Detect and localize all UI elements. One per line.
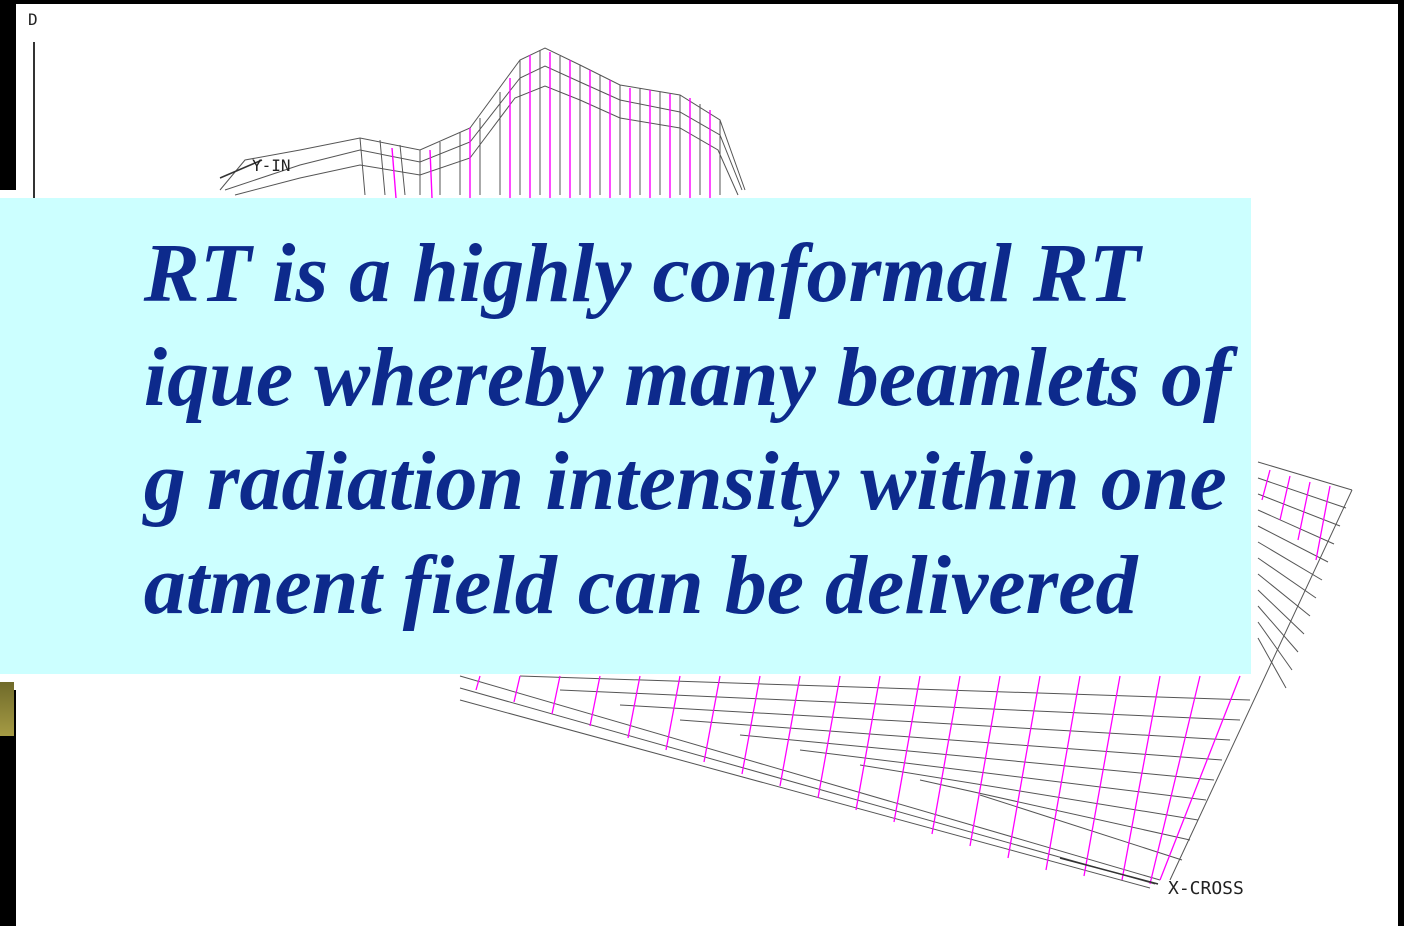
bottom-left-black-block bbox=[0, 890, 16, 926]
axis-d-label: D bbox=[28, 10, 38, 29]
dose-flat-grid-magenta bbox=[475, 469, 1331, 885]
dose-flat-grid-right bbox=[1169, 461, 1353, 881]
axis-y-in-label: Y-IN bbox=[252, 156, 291, 175]
definition-text: RT is a highly conformal RT ique whereby… bbox=[144, 222, 1231, 638]
x-axis-pointer bbox=[1059, 857, 1159, 885]
definition-line-3: g radiation intensity within one bbox=[143, 435, 1227, 528]
axis-x-cross-label: X-CROSS bbox=[1168, 878, 1244, 899]
definition-text-box: RT is a highly conformal RT ique whereby… bbox=[0, 198, 1254, 674]
definition-line-4: atment field can be delivered bbox=[143, 539, 1138, 632]
dose-peak-mesh bbox=[219, 47, 746, 196]
dose-peak-magenta-lines bbox=[391, 52, 711, 199]
dose-flat-grid-bottom bbox=[459, 675, 1251, 889]
definition-line-2: ique whereby many beamlets of bbox=[143, 331, 1231, 424]
definition-line-1: RT is a highly conformal RT bbox=[143, 227, 1141, 320]
y-axis-pointer bbox=[219, 159, 263, 179]
image-fragment bbox=[0, 682, 14, 736]
